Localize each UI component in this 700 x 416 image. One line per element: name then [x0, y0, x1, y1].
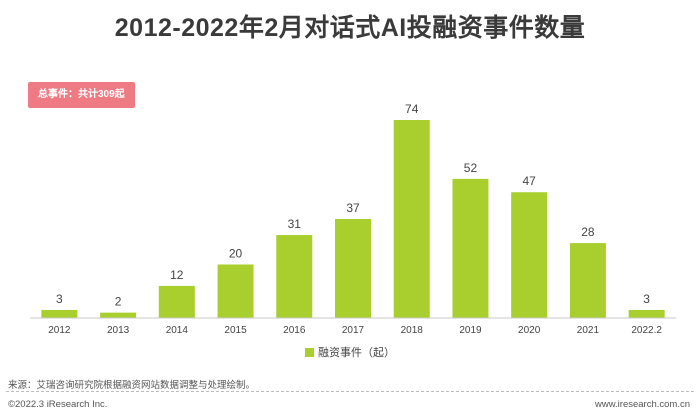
tick-label-2016: 2016 [283, 325, 306, 336]
value-label-2014: 12 [170, 268, 184, 282]
value-label-2015: 20 [229, 246, 243, 260]
bar-2015 [217, 264, 254, 318]
tick-label-2022.2: 2022.2 [631, 325, 662, 336]
value-labels-group: 3 2 12 20 31 37 74 52 47 28 3 [56, 102, 650, 309]
value-label-2022.2: 3 [643, 292, 650, 306]
tick-label-2019: 2019 [459, 325, 482, 336]
tick-label-2014: 2014 [166, 325, 189, 336]
value-label-2018: 74 [405, 102, 419, 116]
bar-2018 [393, 120, 430, 318]
bar-2022.2 [628, 309, 665, 318]
footer-url[interactable]: www.iresearch.com.cn [594, 399, 690, 410]
bar-2020 [511, 192, 548, 318]
footer-divider [6, 391, 694, 392]
bar-2019 [452, 178, 489, 318]
value-label-2012: 3 [56, 292, 63, 306]
bar-2014 [158, 285, 195, 318]
tick-label-2018: 2018 [401, 325, 424, 336]
tick-label-2020: 2020 [518, 325, 541, 336]
tick-label-2015: 2015 [224, 325, 247, 336]
total-events-badge: 总事件：共计309起 [28, 82, 135, 108]
bars-group [41, 120, 665, 318]
value-label-2019: 52 [464, 161, 478, 175]
bar-2013 [100, 312, 137, 318]
x-tick-labels-group: 2012 2013 2014 2015 2016 2017 2018 2019 2020 2021… [48, 325, 662, 336]
tick-label-2013: 2013 [107, 325, 130, 336]
bar-2016 [276, 235, 313, 318]
value-label-2017: 37 [346, 201, 360, 215]
bar-2017 [335, 219, 371, 318]
source-note: 来源：艾瑞咨询研究院根据融资网站数据调整与处理绘制。 [8, 380, 256, 391]
tick-label-2017: 2017 [342, 325, 365, 336]
bar-chart: 3 2 12 20 31 37 74 52 47 28 3 2012 2013 2014 2015 2016… [30, 102, 676, 336]
chart-title: 2012-2022年2月对话式AI投融资事件数量 [114, 14, 586, 42]
value-label-2016: 31 [288, 217, 302, 231]
value-label-2021: 28 [581, 225, 595, 239]
bar-2021 [569, 243, 606, 318]
tick-label-2021: 2021 [577, 325, 600, 336]
legend-label: 融资事件（起） [318, 347, 395, 359]
value-label-2013: 2 [115, 295, 122, 309]
bar-2012 [41, 309, 78, 318]
tick-label-2012: 2012 [48, 325, 71, 336]
value-label-2020: 47 [523, 174, 537, 188]
legend-swatch [305, 348, 314, 357]
legend: 融资事件（起） [0, 344, 700, 360]
footer-copyright: ©2022.3 iResearch Inc. [8, 399, 108, 410]
